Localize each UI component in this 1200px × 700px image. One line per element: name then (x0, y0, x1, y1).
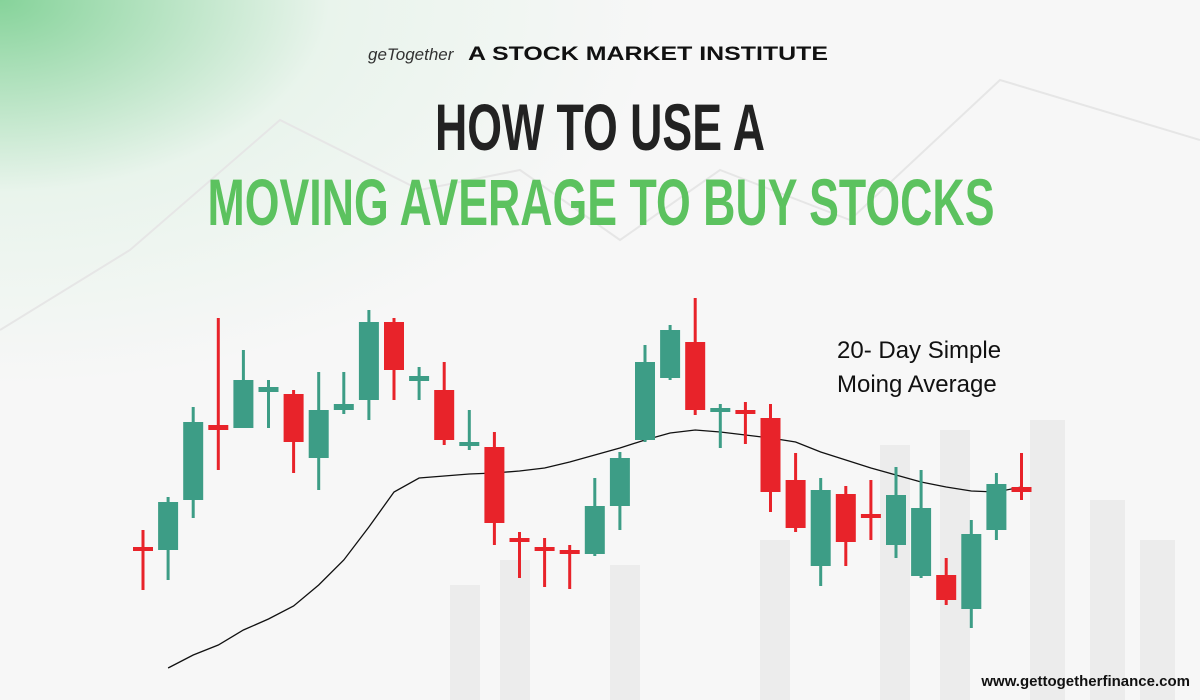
candle-body (409, 376, 430, 381)
candle-body (358, 322, 379, 400)
candle-body (459, 442, 480, 446)
annotation: Moing Average (837, 371, 997, 398)
background-bars (450, 420, 1175, 700)
candle-body (810, 490, 831, 566)
candle-body (258, 387, 279, 392)
candle-body (961, 534, 982, 609)
candle-body (233, 380, 254, 428)
heading-line2: MOVING AVERAGE TO BUY STOCKS (208, 165, 995, 239)
brand-institute: A STOCK MARKET INSTITUTE (468, 44, 828, 65)
candle-body (434, 390, 455, 440)
heading-line1: HOW TO USE A (435, 90, 765, 164)
candle-body (835, 494, 856, 542)
candle-body (534, 547, 555, 551)
chart (133, 298, 1032, 669)
candle-body (735, 410, 756, 414)
candle-body (509, 538, 530, 542)
candle-body (635, 362, 655, 440)
candle-body (333, 404, 354, 410)
candle-body (760, 418, 781, 492)
candle-body (183, 422, 204, 500)
candle-body (860, 514, 881, 518)
candle-body (208, 425, 229, 430)
candle-body (685, 342, 706, 410)
candle-body (886, 495, 906, 545)
brand-logo: geTogether (368, 45, 455, 64)
candle-body (308, 410, 329, 458)
candle-body (986, 484, 1007, 530)
candle-body (936, 575, 957, 600)
moving-average-line (167, 429, 1022, 669)
candle-body (484, 447, 505, 523)
background-line (0, 78, 1200, 331)
annotation: 20- Day Simple (837, 337, 1001, 364)
footer-url: www.gettogetherfinance.com (980, 673, 1190, 690)
candle-body (785, 480, 806, 528)
candle-body (384, 322, 404, 370)
candle-body (660, 330, 681, 378)
candle-body (584, 506, 605, 554)
candle-body (911, 508, 932, 576)
candle-body (283, 394, 304, 442)
candle-body (609, 458, 630, 506)
candle-body (710, 408, 731, 412)
candle-body (1011, 487, 1032, 492)
candle-body (133, 547, 153, 551)
candle-body (559, 550, 580, 554)
candle-body (158, 502, 179, 550)
